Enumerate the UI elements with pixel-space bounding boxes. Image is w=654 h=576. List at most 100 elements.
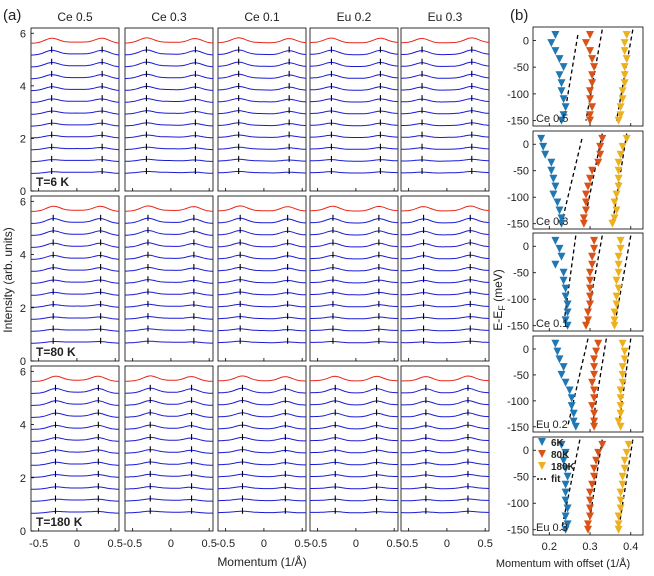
data-point <box>557 370 566 379</box>
data-point <box>588 55 597 64</box>
panel-frame <box>532 335 644 433</box>
data-point <box>590 409 599 418</box>
data-point <box>584 520 592 529</box>
fit-line <box>613 235 632 326</box>
data-point <box>555 244 564 253</box>
edc-curve <box>124 303 214 308</box>
edc-curve <box>310 74 399 79</box>
column-title: Ce 0.1 <box>244 10 280 24</box>
data-point <box>588 402 597 411</box>
data-point <box>588 103 597 112</box>
edc-curve <box>401 122 490 127</box>
y-tick-label: 2 <box>20 473 26 485</box>
fit-line <box>617 338 632 427</box>
y-tick-label: 4 <box>20 81 26 93</box>
data-point <box>586 300 594 309</box>
data-point <box>567 394 576 403</box>
y-tick-label: 4 <box>20 420 26 432</box>
panel-frame <box>532 232 644 332</box>
panel-frame <box>532 130 644 230</box>
y-tick-label: -50 <box>513 62 529 74</box>
data-point <box>561 316 570 325</box>
panel-frame <box>309 27 399 192</box>
edc-panel <box>217 365 307 532</box>
data-point <box>592 347 601 356</box>
data-point <box>624 440 633 449</box>
panel-frame <box>309 365 399 532</box>
highlight-curve <box>310 37 399 44</box>
panel-name: Eu 0.2 <box>536 419 568 431</box>
edc-curve <box>124 412 213 418</box>
edc-curve <box>125 340 213 344</box>
data-point <box>590 417 599 426</box>
data-point <box>582 206 590 215</box>
edc-curve <box>30 387 120 394</box>
data-point <box>559 111 568 120</box>
data-point <box>586 292 594 301</box>
edc-curve <box>218 170 306 174</box>
edc-curve <box>218 158 306 162</box>
edc-panel <box>124 195 214 362</box>
data-point <box>622 55 631 64</box>
edc-curve <box>310 267 398 272</box>
edc-curve <box>31 304 120 308</box>
edc-panel <box>400 365 490 532</box>
edc-curve <box>124 110 214 115</box>
edc-curve <box>401 412 489 418</box>
data-point <box>584 316 592 325</box>
edc-curve <box>310 316 398 320</box>
data-point <box>592 456 601 465</box>
edc-curve <box>310 341 398 344</box>
data-point <box>614 268 623 277</box>
panel-frame <box>400 195 490 362</box>
data-point <box>569 409 578 418</box>
data-point <box>563 504 572 513</box>
panel-frame <box>124 195 214 362</box>
data-point <box>561 480 570 489</box>
edc-curve <box>217 85 306 91</box>
data-point <box>538 462 546 470</box>
highlight-curve <box>124 205 214 212</box>
data-point <box>561 464 570 473</box>
edc-curve <box>30 49 120 56</box>
data-point <box>616 488 625 497</box>
edc-curve <box>31 474 119 478</box>
edc-panel <box>217 27 307 192</box>
data-point <box>553 347 562 356</box>
data-point <box>557 87 566 96</box>
edc-curve <box>401 49 490 56</box>
data-point <box>614 520 623 529</box>
edc-curve <box>125 400 213 406</box>
edc-curve <box>30 328 120 332</box>
edc-curve <box>31 341 119 344</box>
data-point <box>614 252 623 261</box>
panel-name: Eu 0.3 <box>536 522 568 534</box>
data-point <box>620 71 629 80</box>
y-tick-label: 2 <box>20 303 26 315</box>
x-tick-label: 0.2 <box>542 541 557 553</box>
data-point <box>547 166 556 175</box>
data-point <box>561 103 570 112</box>
panel-frame <box>124 365 214 532</box>
data-point <box>586 116 594 125</box>
edc-curve <box>217 449 306 454</box>
dispersion-panel: 0 -50 -100 -150 Eu 0.3 <box>507 436 644 537</box>
row-temperature-label: T=180 K <box>36 515 83 529</box>
y-tick-label: 0 <box>523 139 529 151</box>
data-point <box>616 504 625 513</box>
data-point <box>582 198 590 207</box>
edc-curve <box>310 449 398 454</box>
edc-curve <box>124 158 214 162</box>
fit-line <box>585 29 603 121</box>
edc-curve <box>124 486 213 490</box>
highlight-curve <box>217 205 306 212</box>
data-point <box>618 339 627 348</box>
data-point <box>594 158 603 167</box>
y-tick-label: -50 <box>513 166 529 178</box>
data-point <box>557 116 566 125</box>
data-point <box>590 394 599 403</box>
edc-curve <box>124 316 214 320</box>
edc-curve <box>401 98 490 103</box>
data-point <box>610 321 619 330</box>
edc-curve <box>309 134 398 138</box>
